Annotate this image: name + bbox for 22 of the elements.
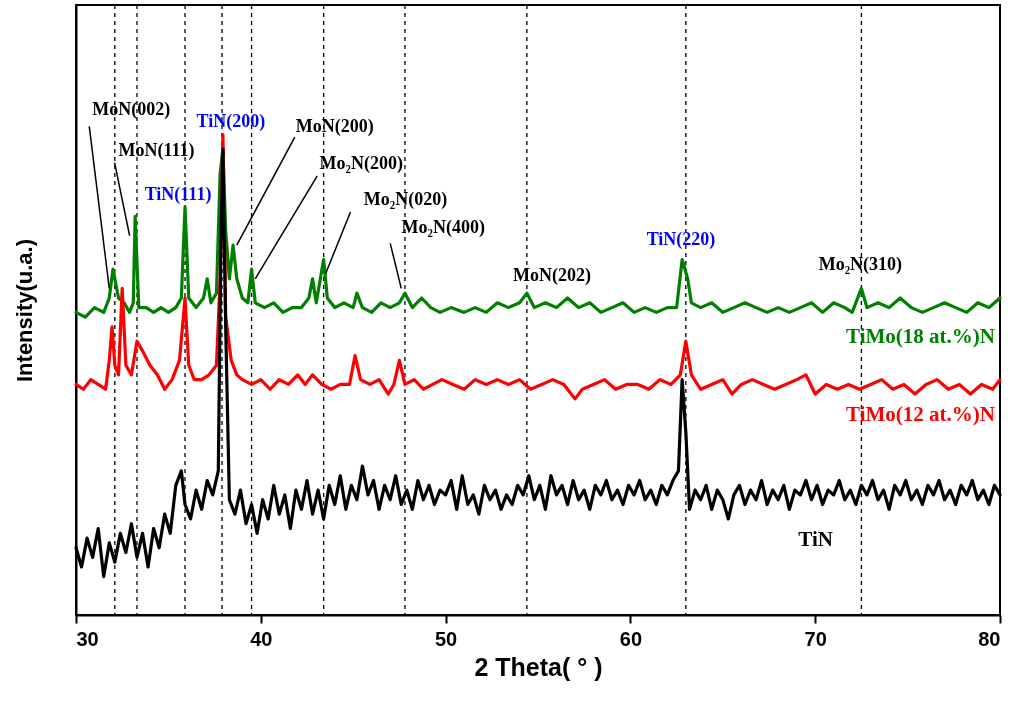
annotation: MoN(200) (295, 116, 374, 138)
series-label: TiMo(12 at.%)N (846, 401, 995, 426)
series-label: TiMo(18 at.%)N (846, 323, 995, 348)
annotation: MoN(002) (92, 99, 171, 121)
annotation: MoN(202) (512, 265, 591, 287)
x-axis-title: 2 Theta( ° ) (474, 652, 603, 681)
annotation: MoN(111) (118, 139, 195, 161)
annotation: TiN(111) (144, 183, 212, 205)
annotation: TiN(200) (196, 110, 266, 132)
x-tick-label: 30 (76, 627, 99, 650)
series-label: TiN (798, 526, 833, 551)
annotation: Mo₂N(310) (818, 254, 903, 276)
annotation: Mo₂N(200) (319, 152, 403, 174)
x-tick-label: 80 (978, 627, 1001, 650)
annotation: Mo₂N(020) (363, 188, 448, 210)
y-axis-title: Intensity(u.a.) (11, 238, 37, 383)
x-tick-label: 60 (619, 627, 643, 650)
annotation: Mo₂N(400) (401, 217, 485, 239)
x-tick-label: 40 (250, 627, 273, 650)
x-tick-label: 50 (434, 627, 458, 650)
annotation: TiN(220) (646, 228, 716, 250)
x-tick-label: 70 (804, 627, 827, 650)
